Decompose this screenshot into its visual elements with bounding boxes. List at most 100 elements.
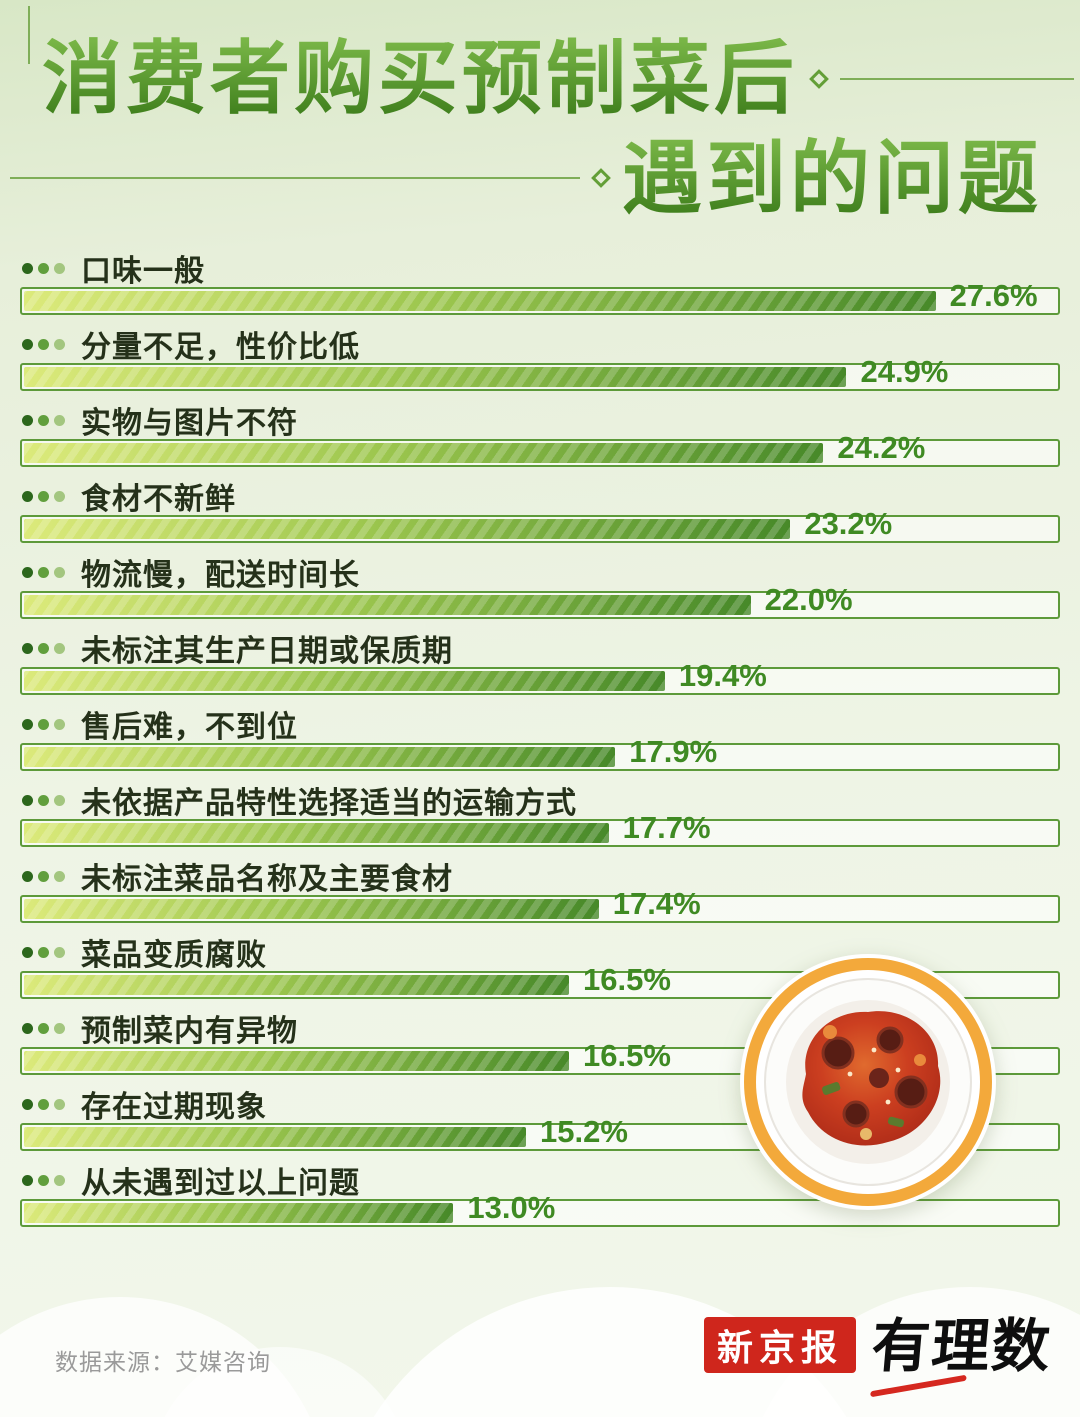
bullet-dot-icon: [54, 946, 65, 958]
bar-label-row: 未标注菜品名称及主要食材: [20, 857, 1060, 897]
bullet-dot-icon: [54, 414, 65, 426]
bar-track: 16.5%: [20, 964, 1060, 1000]
bullet-dots-icon: [22, 718, 65, 730]
bar-value: 27.6%: [949, 278, 1038, 314]
bullet-dot-icon: [22, 794, 33, 806]
bar-fill: [24, 519, 791, 540]
bullet-dot-icon: [22, 338, 33, 350]
bar-label-row: 物流慢，配送时间长: [20, 553, 1060, 593]
bullet-dot-icon: [38, 262, 49, 274]
bullet-dots-icon: [22, 946, 65, 958]
food-photo: [738, 952, 998, 1212]
bar-value: 24.2%: [837, 430, 926, 466]
bar-track: 17.4%: [20, 888, 1060, 924]
page-title-line2: 遇到的问题: [622, 130, 1042, 228]
bar-track: 23.2%: [20, 508, 1060, 544]
bullet-dots-icon: [22, 642, 65, 654]
bar-fill: [24, 823, 609, 844]
bullet-dot-icon: [22, 1098, 33, 1110]
bar-value: 23.2%: [804, 506, 893, 542]
youlishu-logo: 有理数: [866, 1299, 1062, 1391]
bullet-dot-icon: [38, 794, 49, 806]
bullet-dot-icon: [54, 870, 65, 882]
diamond-icon: [591, 168, 611, 189]
bullet-dots-icon: [22, 1174, 65, 1186]
decor-line: [10, 177, 580, 180]
bar-label-row: 售后难，不到位: [20, 705, 1060, 745]
bar-track: 24.9%: [20, 356, 1060, 392]
bar-label-row: 从未遇到过以上问题: [20, 1161, 1060, 1201]
bullet-dot-icon: [22, 946, 33, 958]
bar-label-row: 菜品变质腐败: [20, 933, 1060, 972]
bullet-dot-icon: [38, 1098, 49, 1110]
bar-fill: [24, 1203, 454, 1224]
bar-label: 未依据产品特性选择适当的运输方式: [81, 787, 577, 821]
bullet-dots-icon: [22, 490, 65, 502]
chart-row: 未标注菜品名称及主要食材 17.4%: [20, 857, 1060, 924]
bullet-dot-icon: [54, 1174, 65, 1186]
bullet-dot-icon: [54, 490, 65, 502]
bullet-dot-icon: [38, 490, 49, 502]
title-row-2: 遇到的问题: [0, 130, 1080, 228]
bar-label: 存在过期现象: [81, 1091, 267, 1125]
bar-label: 预制菜内有异物: [81, 1015, 298, 1049]
bullet-dot-icon: [38, 566, 49, 578]
bullet-dots-icon: [22, 1098, 65, 1110]
bar-track: 17.9%: [20, 736, 1060, 772]
bar-label: 未标注其生产日期或保质期: [81, 635, 453, 669]
bar-label: 售后难，不到位: [81, 711, 298, 745]
bar-label-row: 未依据产品特性选择适当的运输方式: [20, 781, 1060, 821]
bullet-dot-icon: [38, 1174, 49, 1186]
bar-label-row: 食材不新鲜: [20, 477, 1060, 517]
bar-fill: [24, 1127, 527, 1148]
bar-track: 24.2%: [20, 432, 1060, 468]
bullet-dot-icon: [54, 642, 65, 654]
bullet-dot-icon: [54, 1022, 65, 1034]
bullet-dots-icon: [22, 870, 65, 882]
corner-line-decoration: [28, 6, 30, 64]
bar-value: 16.5%: [583, 962, 671, 998]
bar-label: 食材不新鲜: [81, 483, 236, 517]
bar-value: 15.2%: [540, 1114, 628, 1150]
bullet-dots-icon: [22, 794, 65, 806]
bar-label: 物流慢，配送时间长: [81, 559, 360, 593]
bar-label: 未标注菜品名称及主要食材: [81, 863, 453, 897]
bar-fill: [24, 443, 824, 464]
chart-row: 分量不足，性价比低 24.9%: [20, 325, 1060, 392]
chart-row: 未依据产品特性选择适当的运输方式 17.7%: [20, 781, 1060, 848]
bullet-dot-icon: [54, 338, 65, 350]
bullet-dot-icon: [54, 1098, 65, 1110]
page-title-line1: 消费者购买预制菜后: [42, 30, 798, 128]
title-row-1: 消费者购买预制菜后: [0, 30, 1080, 128]
bar-label: 实物与图片不符: [81, 407, 298, 441]
bullet-dot-icon: [38, 338, 49, 350]
bullet-dot-icon: [22, 262, 33, 274]
bar-fill: [24, 291, 936, 312]
chart-row: 实物与图片不符 24.2%: [20, 401, 1060, 468]
bullet-dot-icon: [22, 718, 33, 730]
chart-row: 未标注其生产日期或保质期 19.4%: [20, 629, 1060, 696]
bullet-dot-icon: [54, 718, 65, 730]
bar-value: 13.0%: [467, 1190, 556, 1226]
bullet-dot-icon: [22, 1022, 33, 1034]
bar-label-row: 存在过期现象: [20, 1085, 1060, 1125]
bar-track: 19.4%: [20, 660, 1060, 696]
bullet-dots-icon: [22, 566, 65, 578]
chart-row: 物流慢，配送时间长 22.0%: [20, 553, 1060, 620]
bar-value: 19.4%: [678, 658, 767, 694]
bullet-dot-icon: [22, 1174, 33, 1186]
chart-row: 食材不新鲜 23.2%: [20, 477, 1060, 544]
bar-track: 22.0%: [20, 584, 1060, 620]
decor-line: [840, 77, 1074, 80]
bar-fill: [24, 975, 570, 996]
bar-fill: [24, 747, 616, 768]
bar-value: 16.5%: [583, 1038, 671, 1074]
bar-fill: [24, 1051, 570, 1072]
bar-label: 从未遇到过以上问题: [81, 1167, 360, 1201]
bar-label-row: 分量不足，性价比低: [20, 325, 1060, 364]
bullet-dot-icon: [22, 414, 33, 426]
bullet-dot-icon: [38, 946, 49, 958]
bar-fill: [24, 899, 599, 920]
bar-label-row: 预制菜内有异物: [20, 1009, 1060, 1049]
